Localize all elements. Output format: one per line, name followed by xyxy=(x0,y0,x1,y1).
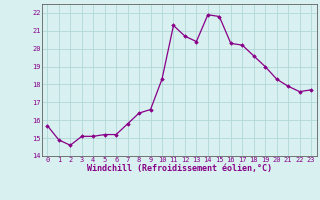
X-axis label: Windchill (Refroidissement éolien,°C): Windchill (Refroidissement éolien,°C) xyxy=(87,164,272,173)
